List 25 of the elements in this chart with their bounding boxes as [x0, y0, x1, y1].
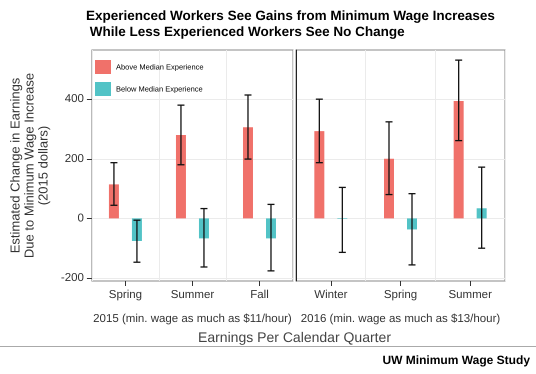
x-tick-label: Winter [314, 289, 348, 301]
x-axis-title: 2015 (min. wage as much as $11/hour) [93, 313, 292, 325]
x-tick-label: Spring [384, 289, 418, 301]
x-tick-label: Spring [108, 289, 142, 301]
y-tick-label: 200 [64, 152, 84, 165]
x-axis-title: 2016 (min. wage as much as $13/hour) [300, 313, 500, 325]
y-tick-label: 400 [64, 93, 84, 106]
x-tick-label: Fall [250, 289, 269, 301]
text: UW Minimum Wage Study [382, 353, 530, 367]
bar [242, 127, 253, 218]
y-tick-label: 0 [78, 212, 84, 224]
bar [176, 134, 186, 218]
bar [108, 184, 119, 218]
x-tick-label: Summer [448, 289, 492, 301]
x-tick-label: Summer [170, 289, 214, 301]
bar [407, 218, 417, 230]
chart-title: Experienced Workers See Gains from Minimum Wage Increases While Less Experienced Workers See No Change [85, 8, 496, 40]
bar [266, 218, 276, 238]
bar [314, 131, 324, 218]
bar [384, 158, 394, 218]
bar [198, 218, 209, 238]
y-tick-label: -200 [60, 272, 84, 284]
y-axis-title: Estimated Change in Earnings Due to Minimum Wage Increase (2015 dollars) [8, 72, 50, 258]
text: Earnings Per Calendar Quarter [197, 329, 392, 345]
bar [454, 100, 464, 218]
